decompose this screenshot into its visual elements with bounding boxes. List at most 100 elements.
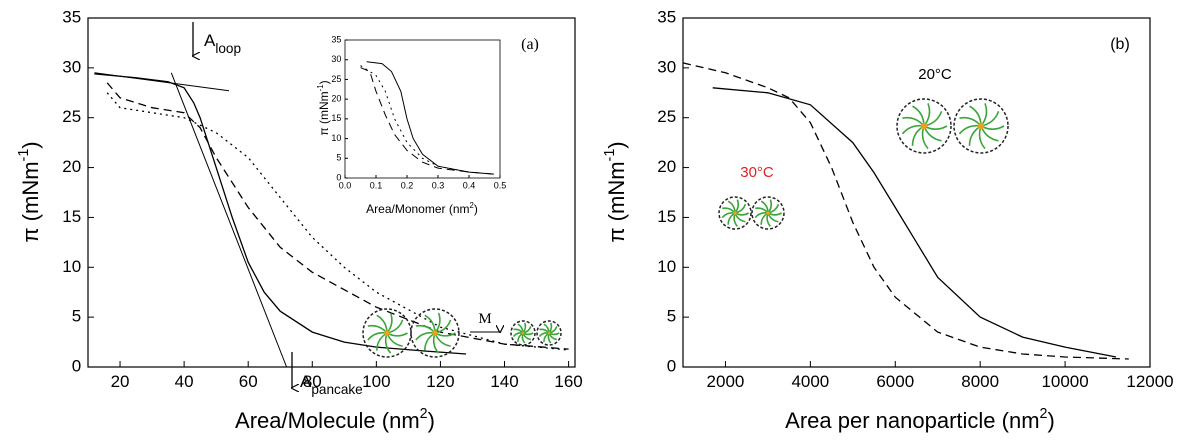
annotation-text: (b) (1110, 36, 1130, 53)
annotation: Aloop (204, 31, 241, 56)
particle-chain (415, 331, 436, 341)
y-tick-label: 0 (72, 356, 81, 375)
x-tick-label: 10000 (1041, 372, 1088, 391)
nanoparticle-icon (362, 308, 412, 358)
label-part: -1 (316, 84, 325, 91)
x-axis-label: Area/Molecule (nm2) (235, 406, 435, 433)
y-tick-label: 5 (667, 307, 676, 326)
series-line (360, 67, 494, 175)
y-tick-label: 20 (331, 94, 341, 104)
annotation-subscript: pancake (311, 382, 362, 397)
particle-shell (896, 98, 952, 154)
tangent-line (170, 72, 288, 368)
x-tick-label: 100 (362, 372, 390, 391)
label-part: -1 (602, 149, 618, 162)
y-tick-label: 30 (657, 57, 676, 76)
label-part: ) (1047, 408, 1054, 433)
annotation-text: 30°C (740, 164, 774, 181)
particle-chain (912, 105, 925, 127)
y-tick-label: 15 (331, 113, 341, 123)
annotation: M (478, 311, 491, 327)
particle-shell (410, 308, 460, 358)
y-tick-label: 10 (62, 257, 81, 276)
inset-background (300, 25, 515, 225)
particle-chain (386, 312, 393, 334)
nanoparticle-icon (953, 98, 1009, 154)
x-tick-label: 6000 (876, 372, 914, 391)
x-axis-label: Area per nanoparticle (nm2) (785, 406, 1055, 433)
particle-shell (718, 196, 752, 230)
x-tick-label: 80 (303, 372, 322, 391)
y-tick-label: 10 (657, 257, 676, 276)
particle-chain (386, 332, 408, 337)
annotation: Apancake (300, 372, 363, 397)
plot-frame (344, 39, 501, 179)
label-part: Area per nanoparticle (nm (785, 408, 1039, 433)
particle-chain (980, 110, 1000, 127)
label-part: π (mNm (604, 161, 629, 242)
particle-shell (751, 196, 785, 230)
series-line (360, 65, 470, 173)
label-part: Area/Monomer (nm (366, 202, 469, 216)
y-tick-label: 20 (62, 157, 81, 176)
x-tick-label: 0.1 (370, 180, 383, 190)
x-tick-label: 40 (175, 372, 194, 391)
x-tick-label: 0.0 (339, 180, 352, 190)
y-tick-label: 20 (657, 157, 676, 176)
x-tick-label: 0.4 (463, 180, 476, 190)
series-line (366, 61, 494, 175)
label-part: 2 (420, 406, 428, 422)
x-tick-label: 0.5 (494, 180, 507, 190)
label-part: ) (474, 202, 478, 216)
particle-shell (362, 308, 412, 358)
series-line (682, 62, 1129, 360)
y-axis-label: π (mNm-1) (16, 141, 43, 242)
particle-chain (901, 124, 925, 135)
particle-chain (415, 324, 436, 334)
plot-frame (87, 17, 576, 368)
x-tick-label: 20 (111, 372, 130, 391)
particle-chain (923, 103, 931, 127)
nanoparticle-icon (896, 98, 952, 154)
y-tick-label: 0 (667, 356, 676, 375)
annotation-subscript: loop (215, 41, 241, 56)
x-tick-label: 2000 (707, 372, 745, 391)
plot-frame (682, 17, 1151, 368)
label-part: ) (604, 141, 629, 148)
label-part: -1 (16, 149, 32, 162)
particle-core (977, 122, 985, 130)
annotation-text: A (300, 372, 312, 391)
particle-chain (902, 116, 925, 127)
y-tick-label: 5 (72, 307, 81, 326)
nanoparticle-icon (751, 196, 785, 230)
x-tick-label: 12000 (1126, 372, 1173, 391)
x-tick-label: 160 (554, 372, 582, 391)
annotation-text: M (478, 311, 491, 327)
y-tick-label: 10 (331, 133, 341, 143)
y-tick-label: 35 (331, 34, 341, 44)
annotation-text: (a) (521, 36, 539, 53)
x-tick-label: 8000 (961, 372, 999, 391)
nanoparticle-icon (536, 320, 562, 346)
y-tick-label: 25 (331, 74, 341, 84)
y-tick-label: 35 (657, 7, 676, 26)
particle-chain (734, 199, 740, 214)
label-part: 2 (1040, 406, 1048, 422)
particle-chain (923, 110, 943, 127)
particle-chain (980, 103, 988, 127)
label-part: ) (18, 141, 43, 148)
label-part: π (mNm (18, 161, 43, 242)
annotation: (b) (1110, 36, 1130, 53)
x-tick-label: 4000 (791, 372, 829, 391)
nanoparticle-icon (510, 320, 536, 346)
series-line (712, 87, 1117, 358)
nanoparticle-icon (410, 308, 460, 358)
x-tick-label: 140 (490, 372, 518, 391)
particle-chain (434, 332, 456, 337)
x-tick-label: 60 (239, 372, 258, 391)
particle-chain (522, 322, 527, 334)
label-part: ) (317, 80, 331, 84)
annotation-text: A (204, 31, 216, 50)
label-part: Area/Molecule (nm (235, 408, 420, 433)
